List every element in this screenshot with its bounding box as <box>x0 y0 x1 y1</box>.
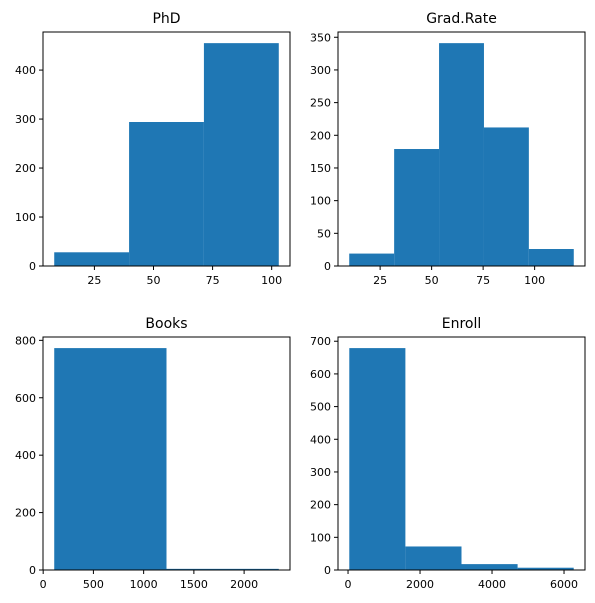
histogram-enroll: 0 2000 4000 6000 0 100 200 300 400 500 600 700 Enrol… <box>310 316 586 591</box>
y-tick-label: 300 <box>15 113 36 126</box>
bar-3 <box>483 127 529 266</box>
bar-2 <box>203 43 279 266</box>
y-tick-label: 400 <box>310 433 331 446</box>
y-tick-label: 0 <box>324 260 331 273</box>
bar-0 <box>349 348 406 570</box>
y-tick-label: 600 <box>310 368 331 381</box>
bar-3 <box>517 567 574 570</box>
x-tick-label: 4000 <box>478 578 506 591</box>
x-tick-label: 1500 <box>180 578 208 591</box>
y-tick-label: 100 <box>15 211 36 224</box>
x-tick-label: 500 <box>83 578 104 591</box>
bar-1 <box>394 149 440 266</box>
bar-2 <box>439 43 484 266</box>
bar-1 <box>129 122 204 266</box>
y-tick-label: 400 <box>15 64 36 77</box>
y-tick-label: 500 <box>310 401 331 414</box>
bar-0 <box>349 253 395 266</box>
y-tick-label: 0 <box>324 564 331 577</box>
y-tick-label: 300 <box>310 466 331 479</box>
histogram-books: 0 500 1000 1500 2000 0 200 400 600 800 Books <box>15 316 291 591</box>
x-tick-label: 50 <box>425 274 439 287</box>
x-tick-label: 50 <box>147 274 161 287</box>
x-tick-label: 2000 <box>230 578 258 591</box>
chart-title: Books <box>145 316 187 332</box>
chart-title: PhD <box>152 11 180 27</box>
y-tick-label: 400 <box>15 449 36 462</box>
chart-title: Grad.Rate <box>426 11 497 27</box>
x-tick-label: 75 <box>476 274 490 287</box>
histogram-phd: 25 50 75 100 0 100 200 300 400 PhD <box>15 11 291 287</box>
y-tick-label: 300 <box>310 64 331 77</box>
plot-frame <box>337 336 586 571</box>
y-tick-label: 700 <box>310 335 331 348</box>
bar-4 <box>528 249 574 266</box>
plot-frame <box>42 31 291 267</box>
y-tick-label: 100 <box>310 531 331 544</box>
y-tick-label: 600 <box>15 392 36 405</box>
histogram-grad-rate: 25 50 75 100 0 50 100 150 200 250 300 350 Grad.Rate <box>310 11 586 287</box>
y-tick-label: 250 <box>310 97 331 110</box>
y-tick-label: 0 <box>29 260 36 273</box>
x-tick-label: 100 <box>524 274 545 287</box>
plot-frame <box>42 336 291 571</box>
x-tick-label: 25 <box>373 274 387 287</box>
x-tick-label: 0 <box>40 578 47 591</box>
y-tick-label: 200 <box>310 499 331 512</box>
x-tick-label: 0 <box>345 578 352 591</box>
y-tick-label: 800 <box>15 334 36 347</box>
y-tick-label: 100 <box>310 195 331 208</box>
y-tick-label: 200 <box>310 129 331 142</box>
bar-1 <box>166 568 279 570</box>
x-tick-label: 25 <box>87 274 101 287</box>
plot-frame <box>337 31 586 267</box>
y-tick-label: 50 <box>317 227 331 240</box>
x-tick-label: 2000 <box>406 578 434 591</box>
bar-0 <box>54 348 167 570</box>
x-tick-label: 6000 <box>550 578 578 591</box>
y-tick-label: 0 <box>29 564 36 577</box>
bar-1 <box>405 546 462 570</box>
chart-title: Enroll <box>442 316 482 332</box>
bar-2 <box>461 564 518 570</box>
x-tick-label: 1000 <box>130 578 158 591</box>
x-tick-label: 75 <box>206 274 220 287</box>
y-tick-label: 200 <box>15 162 36 175</box>
y-tick-label: 200 <box>15 507 36 520</box>
x-tick-label: 100 <box>261 274 282 287</box>
bar-0 <box>54 252 130 266</box>
y-tick-label: 350 <box>310 31 331 44</box>
y-tick-label: 150 <box>310 162 331 175</box>
